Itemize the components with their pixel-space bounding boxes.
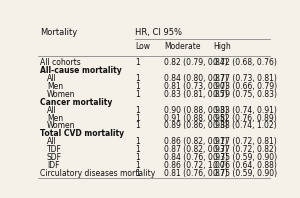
Text: SDF: SDF bbox=[47, 153, 62, 162]
Text: 0.90 (0.88, 0.93): 0.90 (0.88, 0.93) bbox=[164, 106, 228, 115]
Text: 1: 1 bbox=[135, 90, 140, 99]
Text: Mortality: Mortality bbox=[40, 28, 77, 37]
Text: All: All bbox=[47, 74, 56, 83]
Text: 0.77 (0.72, 0.82): 0.77 (0.72, 0.82) bbox=[213, 145, 277, 154]
Text: 0.79 (0.75, 0.83): 0.79 (0.75, 0.83) bbox=[213, 90, 277, 99]
Text: Circulatory diseases mortality: Circulatory diseases mortality bbox=[40, 169, 155, 178]
Text: 0.75 (0.59, 0.90): 0.75 (0.59, 0.90) bbox=[213, 169, 277, 178]
Text: 0.77 (0.73, 0.81): 0.77 (0.73, 0.81) bbox=[213, 74, 277, 83]
Text: Women: Women bbox=[47, 122, 75, 130]
Text: 1: 1 bbox=[135, 153, 140, 162]
Text: 1: 1 bbox=[135, 137, 140, 146]
Text: 0.81 (0.76, 0.87): 0.81 (0.76, 0.87) bbox=[164, 169, 228, 178]
Text: 0.81 (0.73, 0.90): 0.81 (0.73, 0.90) bbox=[164, 82, 228, 91]
Text: 0.75 (0.59, 0.90): 0.75 (0.59, 0.90) bbox=[213, 153, 277, 162]
Text: 0.84 (0.76, 0.93): 0.84 (0.76, 0.93) bbox=[164, 153, 228, 162]
Text: All: All bbox=[47, 106, 56, 115]
Text: 0.83 (0.74, 0.91): 0.83 (0.74, 0.91) bbox=[213, 106, 277, 115]
Text: 1: 1 bbox=[135, 58, 140, 67]
Text: 0.76 (0.64, 0.88): 0.76 (0.64, 0.88) bbox=[213, 161, 277, 170]
Text: All-cause mortality: All-cause mortality bbox=[40, 66, 122, 75]
Text: Cancer mortality: Cancer mortality bbox=[40, 98, 112, 107]
Text: Moderate: Moderate bbox=[164, 42, 201, 51]
Text: 0.91 (0.88, 0.95): 0.91 (0.88, 0.95) bbox=[164, 114, 228, 123]
Text: 0.72 (0.68, 0.76): 0.72 (0.68, 0.76) bbox=[213, 58, 277, 67]
Text: 1: 1 bbox=[135, 169, 140, 178]
Text: 0.88 (0.74, 1.02): 0.88 (0.74, 1.02) bbox=[213, 122, 277, 130]
Text: All cohorts: All cohorts bbox=[40, 58, 81, 67]
Text: Men: Men bbox=[47, 82, 63, 91]
Text: All: All bbox=[47, 137, 56, 146]
Text: 1: 1 bbox=[135, 161, 140, 170]
Text: 1: 1 bbox=[135, 114, 140, 123]
Text: 0.86 (0.72, 1.00): 0.86 (0.72, 1.00) bbox=[164, 161, 228, 170]
Text: HR, CI 95%: HR, CI 95% bbox=[135, 28, 182, 37]
Text: Women: Women bbox=[47, 90, 75, 99]
Text: 0.82 (0.76, 0.89): 0.82 (0.76, 0.89) bbox=[213, 114, 277, 123]
Text: TDF: TDF bbox=[47, 145, 62, 154]
Text: 0.89 (0.86, 0.93): 0.89 (0.86, 0.93) bbox=[164, 122, 228, 130]
Text: IDF: IDF bbox=[47, 161, 59, 170]
Text: Men: Men bbox=[47, 114, 63, 123]
Text: 0.83 (0.81, 0.85): 0.83 (0.81, 0.85) bbox=[164, 90, 228, 99]
Text: 1: 1 bbox=[135, 82, 140, 91]
Text: 0.77 (0.72, 0.81): 0.77 (0.72, 0.81) bbox=[213, 137, 277, 146]
Text: 0.86 (0.82, 0.91): 0.86 (0.82, 0.91) bbox=[164, 137, 228, 146]
Text: 1: 1 bbox=[135, 106, 140, 115]
Text: 0.84 (0.80, 0.87): 0.84 (0.80, 0.87) bbox=[164, 74, 228, 83]
Text: 1: 1 bbox=[135, 122, 140, 130]
Text: High: High bbox=[213, 42, 231, 51]
Text: Low: Low bbox=[135, 42, 150, 51]
Text: 0.87 (0.82, 0.93): 0.87 (0.82, 0.93) bbox=[164, 145, 228, 154]
Text: 1: 1 bbox=[135, 145, 140, 154]
Text: 0.73 (0.66, 0.79): 0.73 (0.66, 0.79) bbox=[213, 82, 277, 91]
Text: Total CVD mortality: Total CVD mortality bbox=[40, 129, 124, 138]
Text: 1: 1 bbox=[135, 74, 140, 83]
Text: 0.82 (0.79, 0.84): 0.82 (0.79, 0.84) bbox=[164, 58, 228, 67]
